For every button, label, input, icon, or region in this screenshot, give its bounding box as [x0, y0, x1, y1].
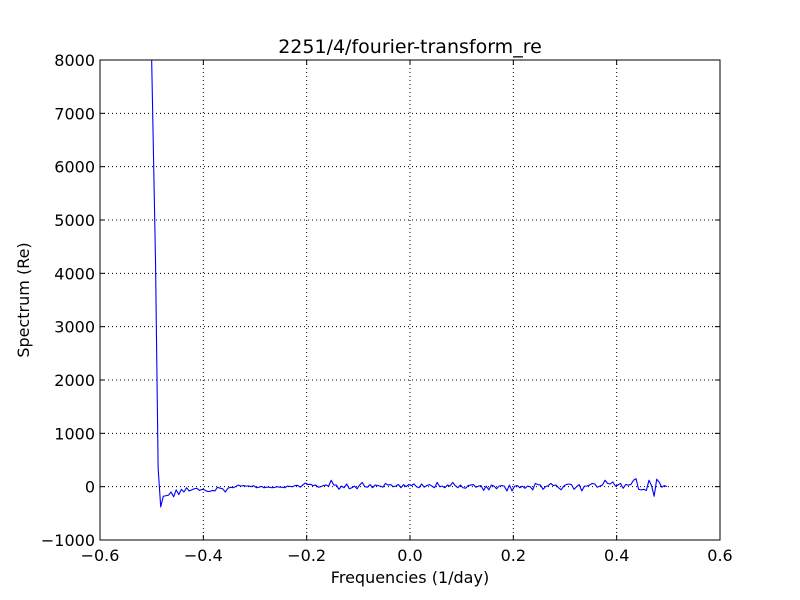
y-tick-label: 5000	[54, 211, 95, 230]
chart-title: 2251/4/fourier-transform_re	[278, 36, 542, 58]
x-tick-label: 0.2	[501, 546, 526, 565]
x-tick-label: −0.4	[184, 546, 223, 565]
y-tick-label: 4000	[54, 264, 95, 283]
x-axis-label: Frequencies (1/day)	[331, 568, 489, 587]
y-tick-label: −1000	[41, 531, 95, 550]
y-axis-label: Spectrum (Re)	[14, 242, 33, 357]
x-tick-label: 0.4	[604, 546, 629, 565]
y-tick-label: 8000	[54, 51, 95, 70]
y-tick-label: 2000	[54, 371, 95, 390]
x-tick-label: 0.6	[707, 546, 732, 565]
x-tick-label: 0.0	[397, 546, 422, 565]
y-tick-label: 1000	[54, 424, 95, 443]
x-tick-label: −0.2	[287, 546, 326, 565]
y-tick-label: 7000	[54, 104, 95, 123]
y-tick-label: 6000	[54, 158, 95, 177]
y-tick-label: 3000	[54, 318, 95, 337]
y-tick-label: 0	[85, 478, 95, 497]
